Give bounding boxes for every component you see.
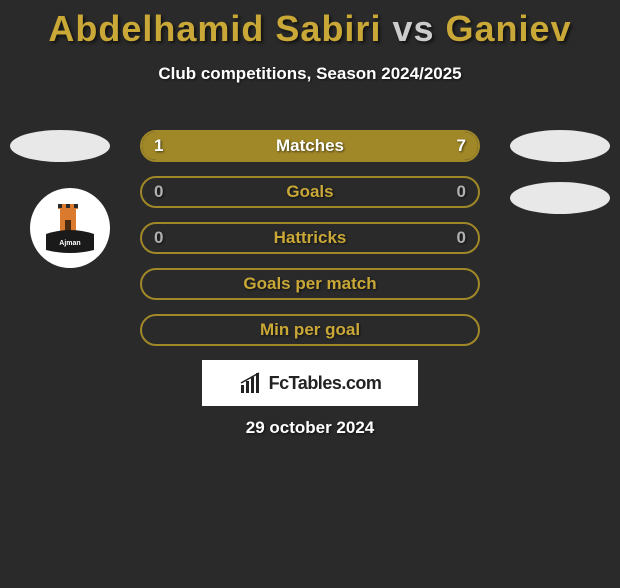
comparison-title: Abdelhamid Sabiri vs Ganiev — [0, 8, 620, 50]
player2-placeholder-icon-2 — [510, 182, 610, 214]
stats-rows: 1Matches70Goals00Hattricks0Goals per mat… — [140, 130, 480, 360]
date-text: 29 october 2024 — [0, 418, 620, 438]
stat-value-right: 0 — [457, 228, 466, 248]
player1-placeholder-icon — [10, 130, 110, 162]
player1-name: Abdelhamid Sabiri — [48, 8, 381, 49]
stat-row-min-per-goal: Min per goal — [140, 314, 480, 346]
player2-name: Ganiev — [446, 8, 572, 49]
stat-value-right: 7 — [457, 136, 466, 156]
player2-placeholder-icon-1 — [510, 130, 610, 162]
fctables-text: FcTables.com — [269, 373, 382, 394]
stat-row-hattricks: 0Hattricks0 — [140, 222, 480, 254]
stat-label: Min per goal — [142, 320, 478, 340]
stat-value-right: 0 — [457, 182, 466, 202]
vs-text: vs — [392, 8, 434, 49]
stat-label: Matches — [142, 136, 478, 156]
ajman-club-icon: Ajman — [40, 198, 100, 258]
svg-text:Ajman: Ajman — [59, 240, 80, 247]
team-badge: Ajman — [30, 188, 110, 268]
subtitle: Club competitions, Season 2024/2025 — [0, 64, 620, 84]
stat-row-goals: 0Goals0 — [140, 176, 480, 208]
stat-label: Hattricks — [142, 228, 478, 248]
stat-row-goals-per-match: Goals per match — [140, 268, 480, 300]
stat-row-matches: 1Matches7 — [140, 130, 480, 162]
bar-chart-icon — [239, 371, 263, 395]
stat-label: Goals per match — [142, 274, 478, 294]
stat-label: Goals — [142, 182, 478, 202]
fctables-logo: FcTables.com — [202, 360, 418, 406]
